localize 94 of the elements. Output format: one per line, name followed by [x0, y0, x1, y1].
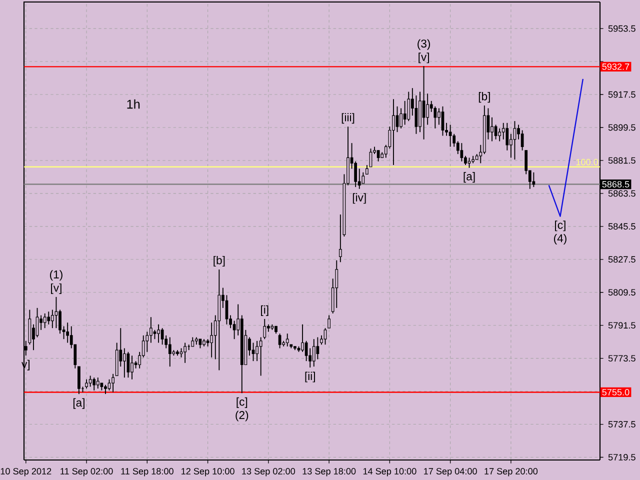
candlestick	[92, 377, 96, 391]
candlestick	[400, 108, 402, 129]
y-tick-label: 5719.5	[608, 454, 636, 460]
candlestick	[104, 384, 107, 395]
candlestick	[157, 324, 160, 344]
annotation: (1)	[50, 270, 62, 281]
annotation: [iii]	[342, 113, 354, 124]
candlestick	[58, 309, 62, 334]
candlestick	[184, 342, 186, 364]
x-tick-label: 17 Sep 20:00	[484, 468, 538, 476]
candlestick	[324, 328, 327, 346]
y-tick-label: 5899.5	[608, 124, 636, 131]
x-tick-label: 14 Sep 10:00	[363, 468, 416, 476]
candlestick	[286, 333, 289, 347]
candlestick	[366, 164, 368, 175]
candlestick	[468, 157, 471, 168]
candlestick	[126, 351, 130, 378]
candlestick	[66, 322, 70, 344]
annotation: [b]	[478, 92, 490, 103]
candlestick	[328, 314, 330, 329]
candlestick	[316, 336, 320, 360]
candlestick	[180, 348, 183, 358]
candlestick	[259, 336, 262, 376]
y-tick-label: 5881.5	[608, 157, 636, 164]
annotation: [c]	[555, 220, 566, 232]
candlestick	[403, 100, 406, 126]
ref-line-label: 5755.0	[602, 389, 630, 396]
candlestick	[494, 124, 498, 140]
candlestick	[426, 93, 430, 126]
candlestick	[506, 122, 509, 151]
candlestick	[47, 311, 50, 325]
candlestick	[153, 329, 156, 340]
y-tick-label: 5827.5	[608, 256, 636, 263]
y-tick-label: 5737.5	[608, 421, 636, 428]
text: 1h	[127, 99, 140, 109]
candlestick	[312, 338, 316, 368]
x-tick-label: 13 Sep 18:00	[302, 468, 356, 476]
candlestick	[301, 324, 304, 352]
y-tick-label: 5791.5	[608, 322, 636, 329]
annotation: (2)	[236, 410, 248, 422]
annotation: [c]	[236, 397, 248, 408]
candlestick	[168, 336, 172, 368]
candlestick	[498, 128, 502, 142]
y-tick-label: 5773.5	[608, 355, 636, 362]
annotation: (3)	[418, 39, 430, 50]
candlestick	[407, 91, 410, 122]
y-tick-label: 5917.5	[608, 91, 636, 98]
candlestick	[88, 375, 92, 388]
annotation: [v]	[418, 52, 429, 64]
candlestick	[191, 336, 194, 347]
y-tick-label: 5953.5	[608, 25, 636, 32]
candlestick	[96, 377, 100, 390]
x-tick-label: 10 Sep 2012	[0, 468, 52, 476]
y-tick-label: 5863.5	[608, 190, 636, 197]
candlestick	[338, 214, 342, 263]
x-tick-label: 11 Sep 02:00	[60, 468, 113, 476]
candlestick	[150, 316, 152, 344]
ref-line-label: 5868.5	[602, 181, 630, 188]
y-tick-label: 5845.5	[608, 223, 636, 230]
candlestick	[85, 378, 88, 390]
candlestick	[392, 98, 395, 166]
annotation: [ii]	[305, 372, 315, 382]
candlestick	[210, 322, 214, 358]
annotation: (4)	[554, 234, 566, 244]
annotation: [a]	[464, 172, 475, 183]
ref-line-label: 5932.7	[602, 63, 630, 70]
candlestick	[490, 116, 494, 142]
candlestick	[232, 320, 236, 340]
annotation: [iv]	[352, 193, 366, 204]
annotation: [i]	[261, 305, 268, 316]
candlestick	[160, 328, 164, 346]
candlestick	[43, 312, 46, 329]
candlestick	[78, 366, 80, 395]
candlestick	[108, 378, 111, 391]
candlestick	[130, 355, 134, 380]
candlestick	[112, 373, 114, 393]
candlestick	[278, 333, 282, 349]
candlestick	[422, 66, 426, 140]
annotation: [b]	[214, 256, 225, 267]
candlestick	[460, 142, 464, 162]
x-tick-label: 11 Sep 18:00	[121, 468, 174, 476]
x-tick-label: 12 Sep 10:00	[182, 468, 234, 476]
candlestick	[256, 340, 258, 362]
x-tick-label: 13 Sep 02:00	[242, 468, 296, 476]
candlestick	[122, 348, 126, 378]
annotation: [a]	[73, 398, 84, 409]
annotation: 100.0	[576, 158, 598, 166]
y-tick-label: 5809.5	[608, 289, 636, 296]
annotation: [v]	[51, 283, 62, 294]
candlestick	[532, 172, 536, 188]
x-tick-label: 17 Sep 04:00	[424, 468, 477, 476]
candlestick	[263, 318, 266, 340]
candlestick	[376, 150, 380, 162]
candlestick	[448, 124, 452, 148]
